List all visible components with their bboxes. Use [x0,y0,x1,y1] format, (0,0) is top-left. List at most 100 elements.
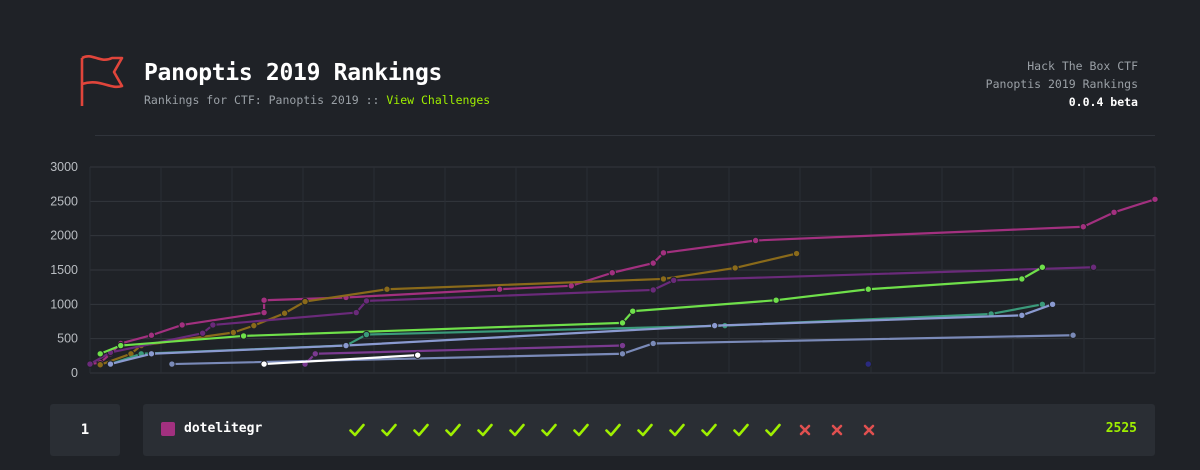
series-point[interactable] [147,331,156,339]
series-point[interactable] [731,264,739,272]
series-point[interactable] [362,297,371,305]
series-point[interactable] [670,276,678,285]
rank-position: 1 [50,404,120,456]
series-point[interactable] [1018,275,1026,283]
series-point[interactable] [383,285,391,293]
series-point[interactable] [362,330,371,339]
team-row[interactable]: dotelitegr 2525 [143,404,1155,456]
team-score: 2525 [1105,421,1137,436]
cross-icon [853,418,885,442]
series-point[interactable] [342,341,350,350]
series-point[interactable] [659,275,668,283]
y-tick-label: 0 [71,366,78,380]
check-icon [373,418,405,442]
series-point[interactable] [772,296,780,304]
series-point[interactable] [280,309,289,317]
check-icon [757,418,789,442]
series-point[interactable] [106,360,115,368]
series-point[interactable] [352,308,360,317]
series-point[interactable] [168,360,176,368]
check-icon [725,418,757,442]
series-point[interactable] [629,307,637,315]
series-point[interactable] [1048,300,1057,309]
series-point[interactable] [1069,331,1077,339]
series-point[interactable] [1151,195,1159,203]
check-icon [693,418,725,442]
series-point[interactable] [301,297,309,306]
series-point[interactable] [260,308,268,317]
check-icon [533,418,565,442]
cross-icon [789,418,821,442]
y-tick-label: 2500 [50,194,78,208]
series-point[interactable] [147,350,156,358]
meta-info: Hack The Box CTF Panoptis 2019 Rankings … [986,57,1138,111]
series-point[interactable] [618,319,627,327]
check-icon [565,418,597,442]
series-point[interactable] [311,350,319,358]
y-tick-label: 1500 [50,263,78,277]
check-icon [629,418,661,442]
series-point[interactable] [198,329,207,337]
series-point[interactable] [96,361,104,369]
series-point[interactable] [86,360,94,368]
series-point[interactable] [649,339,657,348]
series-point[interactable] [751,236,760,245]
series-point[interactable] [1110,208,1118,217]
series-point[interactable] [250,321,258,330]
series-point[interactable] [1018,311,1026,320]
series-point[interactable] [229,328,238,337]
series-point[interactable] [260,360,268,368]
check-icon [661,418,693,442]
series-point[interactable] [96,350,104,358]
check-icon [341,418,373,442]
series-point[interactable] [495,285,504,293]
team-color-swatch [161,422,175,436]
challenge-status-list [341,418,885,442]
y-tick-label: 1000 [50,297,78,311]
series-point[interactable] [649,286,657,294]
series-point[interactable] [178,321,186,329]
check-icon [501,418,533,442]
version-label: 0.0.4 beta [1068,95,1138,109]
meta-line-rankings: Panoptis 2019 Rankings [985,77,1138,91]
series-point[interactable] [1038,263,1047,271]
check-icon [437,418,469,442]
view-challenges-link[interactable]: View Challenges [386,93,491,107]
page-title: Panoptis 2019 Rankings [144,60,443,86]
series-point[interactable] [1089,263,1098,271]
series-point[interactable] [618,341,627,350]
series-point[interactable] [649,259,657,267]
page-subtitle: Rankings for CTF: Panoptis 2019 :: View … [144,93,490,107]
y-tick-label: 2000 [50,229,78,243]
team-name[interactable]: dotelitegr [184,421,263,436]
check-icon [597,418,629,442]
page-header: Panoptis 2019 Rankings Rankings for CTF:… [0,0,1200,135]
cross-icon [821,418,853,442]
series-line-7 [171,334,1074,366]
rankings-chart: 0 500 1000 1500 2000 2500 3000 [50,160,1159,380]
series-point[interactable] [1079,223,1088,231]
series-line-6 [110,303,1053,366]
series-point[interactable] [209,321,217,329]
subtitle-text: Rankings for CTF: Panoptis 2019 [144,93,359,107]
check-icon [405,418,437,442]
check-icon [469,418,501,442]
series-point[interactable] [260,296,268,304]
series-point[interactable] [618,350,627,358]
series-line-9 [264,354,418,366]
series-point[interactable] [567,282,575,290]
meta-line-ctf: Hack The Box CTF [1027,59,1138,73]
series-point[interactable] [864,285,872,293]
series-point[interactable] [710,321,719,330]
y-tick-label: 500 [57,332,78,346]
series-point[interactable] [117,341,125,350]
y-tick-label: 3000 [50,160,78,174]
series-point[interactable] [239,332,248,340]
subtitle-separator: :: [365,93,380,107]
series-point[interactable] [413,351,422,359]
series-point[interactable] [608,269,616,277]
header-divider [95,135,1155,136]
series-point[interactable] [864,360,872,368]
series-point[interactable] [659,249,668,257]
series-point[interactable] [792,249,801,258]
